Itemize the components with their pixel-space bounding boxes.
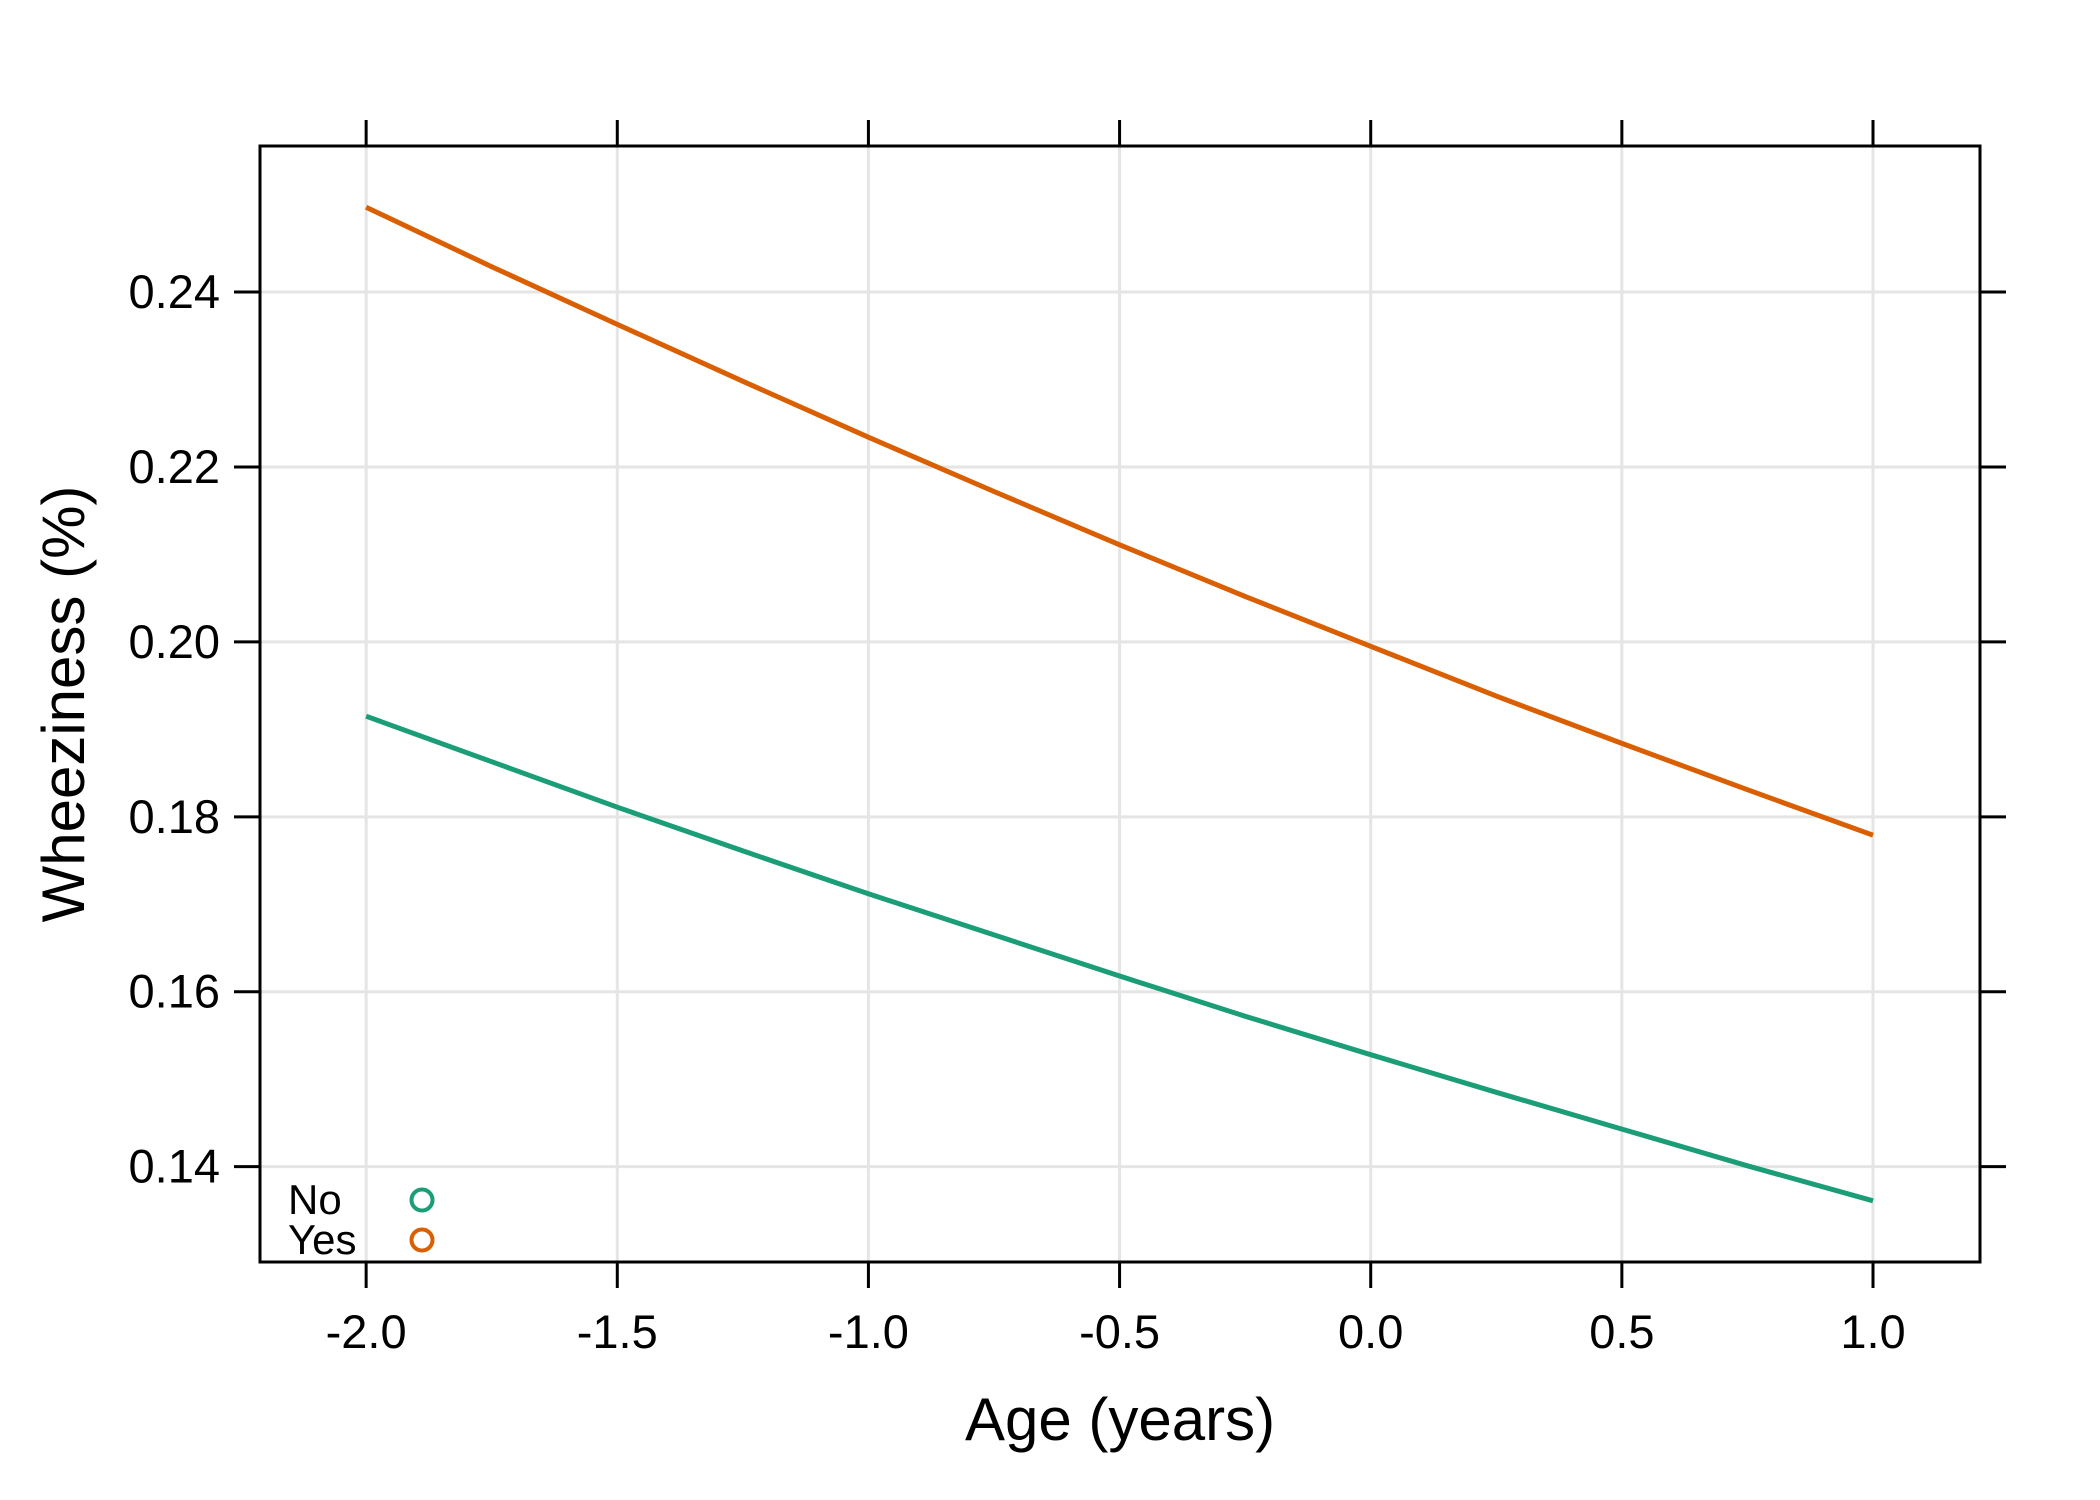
y-tick-label: 0.24 [129,265,220,318]
y-tick-label: 0.22 [129,440,220,493]
y-axis-title: Wheeziness (%) [30,486,97,923]
x-tick-label: 0.0 [1338,1305,1403,1358]
legend-marker-circle-yes [409,1227,435,1253]
x-tick-label: -0.5 [1079,1305,1160,1358]
x-tick-label: -2.0 [326,1305,407,1358]
x-axis-title: Age (years) [965,1386,1275,1453]
y-tick-label: 0.18 [129,790,220,843]
series-line-yes [365,204,1874,838]
series-line-no [365,713,1874,1204]
x-tick-label: 1.0 [1840,1305,1905,1358]
legend-marker-circle-no [409,1187,435,1213]
y-tick-label: 0.20 [129,615,220,668]
x-tick-label: -1.0 [828,1305,909,1358]
x-tick-label: 0.5 [1589,1305,1654,1358]
legend-label-no: No [288,1176,342,1223]
legend-label-yes: Yes [288,1216,357,1263]
y-tick-label: 0.16 [129,965,220,1018]
y-tick-label: 0.14 [129,1140,220,1193]
x-tick-label: -1.5 [577,1305,658,1358]
